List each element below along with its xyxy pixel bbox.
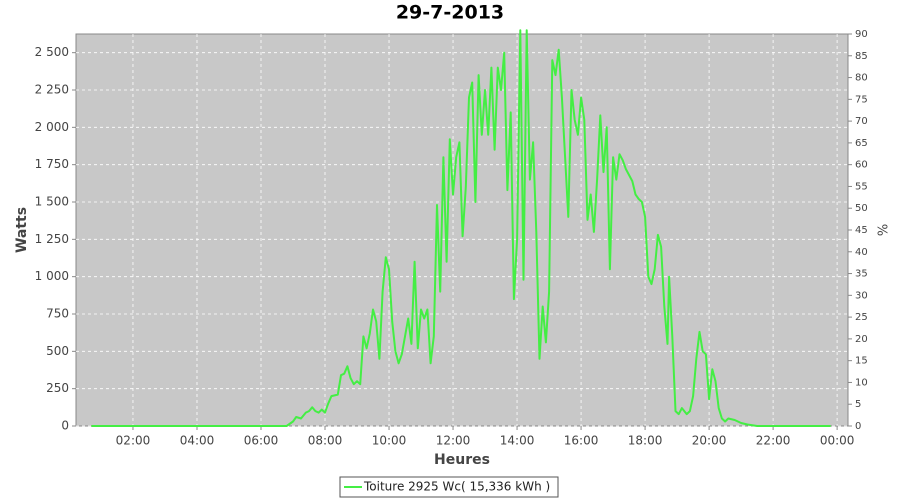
x-tick-label: 06:00 bbox=[244, 434, 279, 448]
y-tick-label: 0 bbox=[61, 419, 69, 433]
y2-tick-label: 15 bbox=[855, 356, 868, 367]
y-tick-label: 2 500 bbox=[35, 45, 69, 59]
x-tick-label: 08:00 bbox=[308, 434, 343, 448]
y2-tick-label: 50 bbox=[855, 203, 868, 214]
y-tick-label: 750 bbox=[46, 307, 69, 321]
y2-tick-label: 35 bbox=[855, 269, 868, 280]
x-tick-label: 02:00 bbox=[116, 434, 151, 448]
y-tick-label: 1 750 bbox=[35, 157, 69, 171]
y2-tick-label: 55 bbox=[855, 181, 868, 192]
y-tick-label: 500 bbox=[46, 344, 69, 358]
chart-title: 29-7-2013 bbox=[396, 2, 504, 24]
y2-tick-label: 0 bbox=[855, 421, 861, 432]
y2-tick-label: 5 bbox=[855, 399, 861, 410]
y-axis-label: Watts bbox=[14, 207, 30, 253]
data-line bbox=[91, 29, 831, 427]
x-tick-label: 18:00 bbox=[628, 434, 663, 448]
x-tick-label: 04:00 bbox=[180, 434, 215, 448]
y2-tick-label: 80 bbox=[855, 73, 868, 84]
y-tick-label: 1 500 bbox=[35, 195, 69, 209]
y2-tick-label: 70 bbox=[855, 116, 868, 127]
y2-tick-label: 30 bbox=[855, 290, 868, 301]
y2-tick-label: 85 bbox=[855, 51, 868, 62]
y2-tick-label: 10 bbox=[855, 377, 868, 388]
y2-tick-label: 20 bbox=[855, 334, 868, 345]
y2-axis-label: % bbox=[877, 224, 892, 236]
y-tick-label: 2 000 bbox=[35, 120, 69, 134]
x-tick-label: 12:00 bbox=[436, 434, 471, 448]
y2-tick-label: 40 bbox=[855, 247, 868, 258]
y-tick-label: 250 bbox=[46, 381, 69, 395]
y2-tick-label: 25 bbox=[855, 312, 868, 323]
x-tick-label: 16:00 bbox=[564, 434, 599, 448]
x-tick-label: 22:00 bbox=[756, 434, 791, 448]
x-tick-label: 10:00 bbox=[372, 434, 407, 448]
x-tick-label: 20:00 bbox=[692, 434, 727, 448]
y-tick-label: 2 250 bbox=[35, 83, 69, 97]
y-tick-label: 1 000 bbox=[35, 269, 69, 283]
x-tick-label: 00:00 bbox=[820, 434, 855, 448]
legend-box bbox=[339, 476, 559, 498]
y-tick-label: 1 250 bbox=[35, 232, 69, 246]
x-tick-label: 14:00 bbox=[500, 434, 535, 448]
y2-tick-label: 45 bbox=[855, 225, 868, 236]
y2-tick-label: 75 bbox=[855, 94, 868, 105]
legend-label: Toiture 2925 Wc( 15,336 kWh ) bbox=[363, 480, 550, 494]
y2-tick-label: 90 bbox=[855, 29, 868, 40]
y2-tick-label: 60 bbox=[855, 160, 868, 171]
y2-tick-label: 65 bbox=[855, 138, 868, 149]
x-axis-label: Heures bbox=[434, 452, 490, 468]
